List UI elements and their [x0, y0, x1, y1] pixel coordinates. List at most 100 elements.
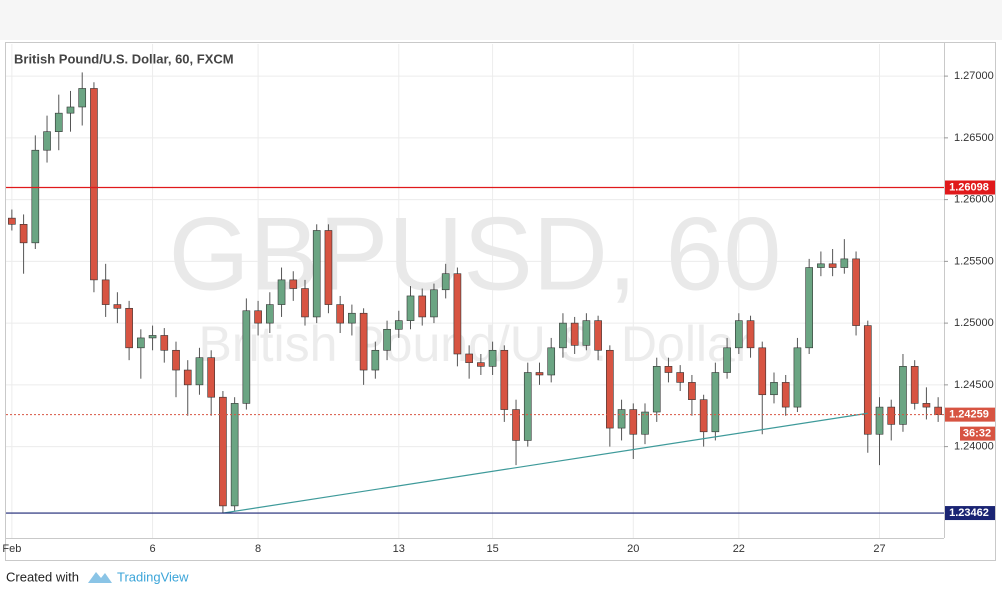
candle-body [899, 366, 907, 425]
footer-text: Created with [6, 569, 79, 584]
candle-body [160, 335, 169, 351]
candle-body [31, 149, 40, 244]
x-tick-label: 13 [393, 543, 405, 555]
candle-body [90, 88, 98, 281]
x-tick-label: 8 [255, 543, 261, 555]
candle-body [500, 349, 509, 410]
candle-body [277, 279, 286, 305]
candle-body [582, 320, 591, 346]
candle-body [629, 409, 638, 435]
candle-body [242, 310, 251, 404]
candle-body [477, 362, 485, 367]
candle-body [254, 310, 262, 324]
candle-body [148, 335, 157, 339]
candle-body [359, 312, 368, 371]
candle-body [875, 406, 884, 435]
candle-body [172, 349, 180, 371]
trendline [222, 412, 868, 514]
watermark: GBPUSD, 60 [169, 196, 782, 312]
candle-body [312, 230, 321, 318]
candle-body [394, 320, 403, 330]
candle-body [817, 263, 825, 268]
candle-body [711, 372, 720, 433]
countdown-label: 36:32 [963, 428, 991, 440]
y-tick-label: 1.27000 [954, 70, 994, 82]
candle-body [781, 382, 790, 408]
brand-link[interactable]: TradingView [117, 569, 189, 584]
candle-body [183, 369, 192, 386]
candle-body [887, 406, 896, 425]
candle-body [699, 399, 708, 433]
candle-body [758, 347, 767, 396]
candle-body [852, 258, 860, 326]
x-tick-label: 20 [627, 543, 639, 555]
candle-body [594, 320, 602, 351]
price-tag [945, 180, 995, 195]
candle-body [840, 258, 849, 268]
candle-body [66, 106, 75, 114]
y-tick-label: 1.25500 [954, 255, 994, 267]
candle-body [465, 353, 473, 363]
candle-body [617, 409, 626, 429]
candle-body [301, 288, 309, 318]
candle-body [922, 403, 931, 408]
candle-body [8, 217, 16, 225]
candle-body [383, 328, 391, 351]
candle-body [512, 409, 520, 441]
candle-body [265, 304, 274, 324]
candle-body [430, 289, 438, 318]
x-tick-label: 22 [733, 543, 745, 555]
candle-body [418, 295, 427, 318]
y-tick-label: 1.26500 [954, 132, 994, 144]
y-tick-label: 1.25000 [954, 317, 994, 329]
last-price-label: 1.24259 [949, 409, 989, 421]
candle-body [910, 366, 919, 404]
watermark-subtitle: British Pound/U.S. Dollar [198, 316, 751, 372]
grid [6, 44, 944, 538]
countdown-tag [960, 426, 995, 441]
candle-body [559, 322, 567, 349]
candle-body [125, 307, 133, 349]
candle-body [113, 304, 122, 309]
candle-body [336, 304, 344, 324]
candle-body [523, 372, 532, 441]
candle-body [289, 279, 298, 289]
candle-body [723, 347, 731, 373]
candle-body [19, 224, 28, 244]
x-tick-label: Feb [2, 543, 21, 555]
y-tick-label: 1.24000 [954, 441, 994, 453]
x-tick-label: 27 [873, 543, 885, 555]
candle-body [43, 131, 51, 151]
chart-title: British Pound/U.S. Dollar, 60, FXCM [14, 51, 234, 66]
candle-body [230, 403, 239, 507]
price-tag-label: 1.26098 [949, 181, 989, 193]
price-tag [945, 506, 995, 521]
candle-body [207, 357, 216, 398]
plot [6, 72, 944, 514]
candle-body [219, 396, 227, 507]
candle-body [54, 112, 63, 132]
x-tick-label: 6 [150, 543, 156, 555]
x-tick-label: 15 [486, 543, 498, 555]
chart-frame [5, 42, 996, 561]
candle-body [664, 366, 673, 373]
candle-body [641, 411, 649, 435]
candle-body [195, 357, 204, 386]
last-price-tag [945, 407, 995, 422]
y-tick-label: 1.26000 [954, 194, 994, 206]
candle-body [324, 230, 333, 305]
candle-body [734, 320, 743, 349]
candle-body [863, 325, 872, 435]
candle-body [547, 347, 556, 376]
candle-body [570, 322, 579, 346]
price-tag-label: 1.23462 [949, 507, 989, 519]
candle-body [137, 337, 145, 349]
y-tick-label: 1.24500 [954, 379, 994, 391]
candle-body [652, 366, 661, 413]
candle-body [371, 349, 380, 371]
candle-body [746, 320, 755, 349]
top-bar [0, 0, 1002, 40]
candle-body [406, 295, 415, 321]
